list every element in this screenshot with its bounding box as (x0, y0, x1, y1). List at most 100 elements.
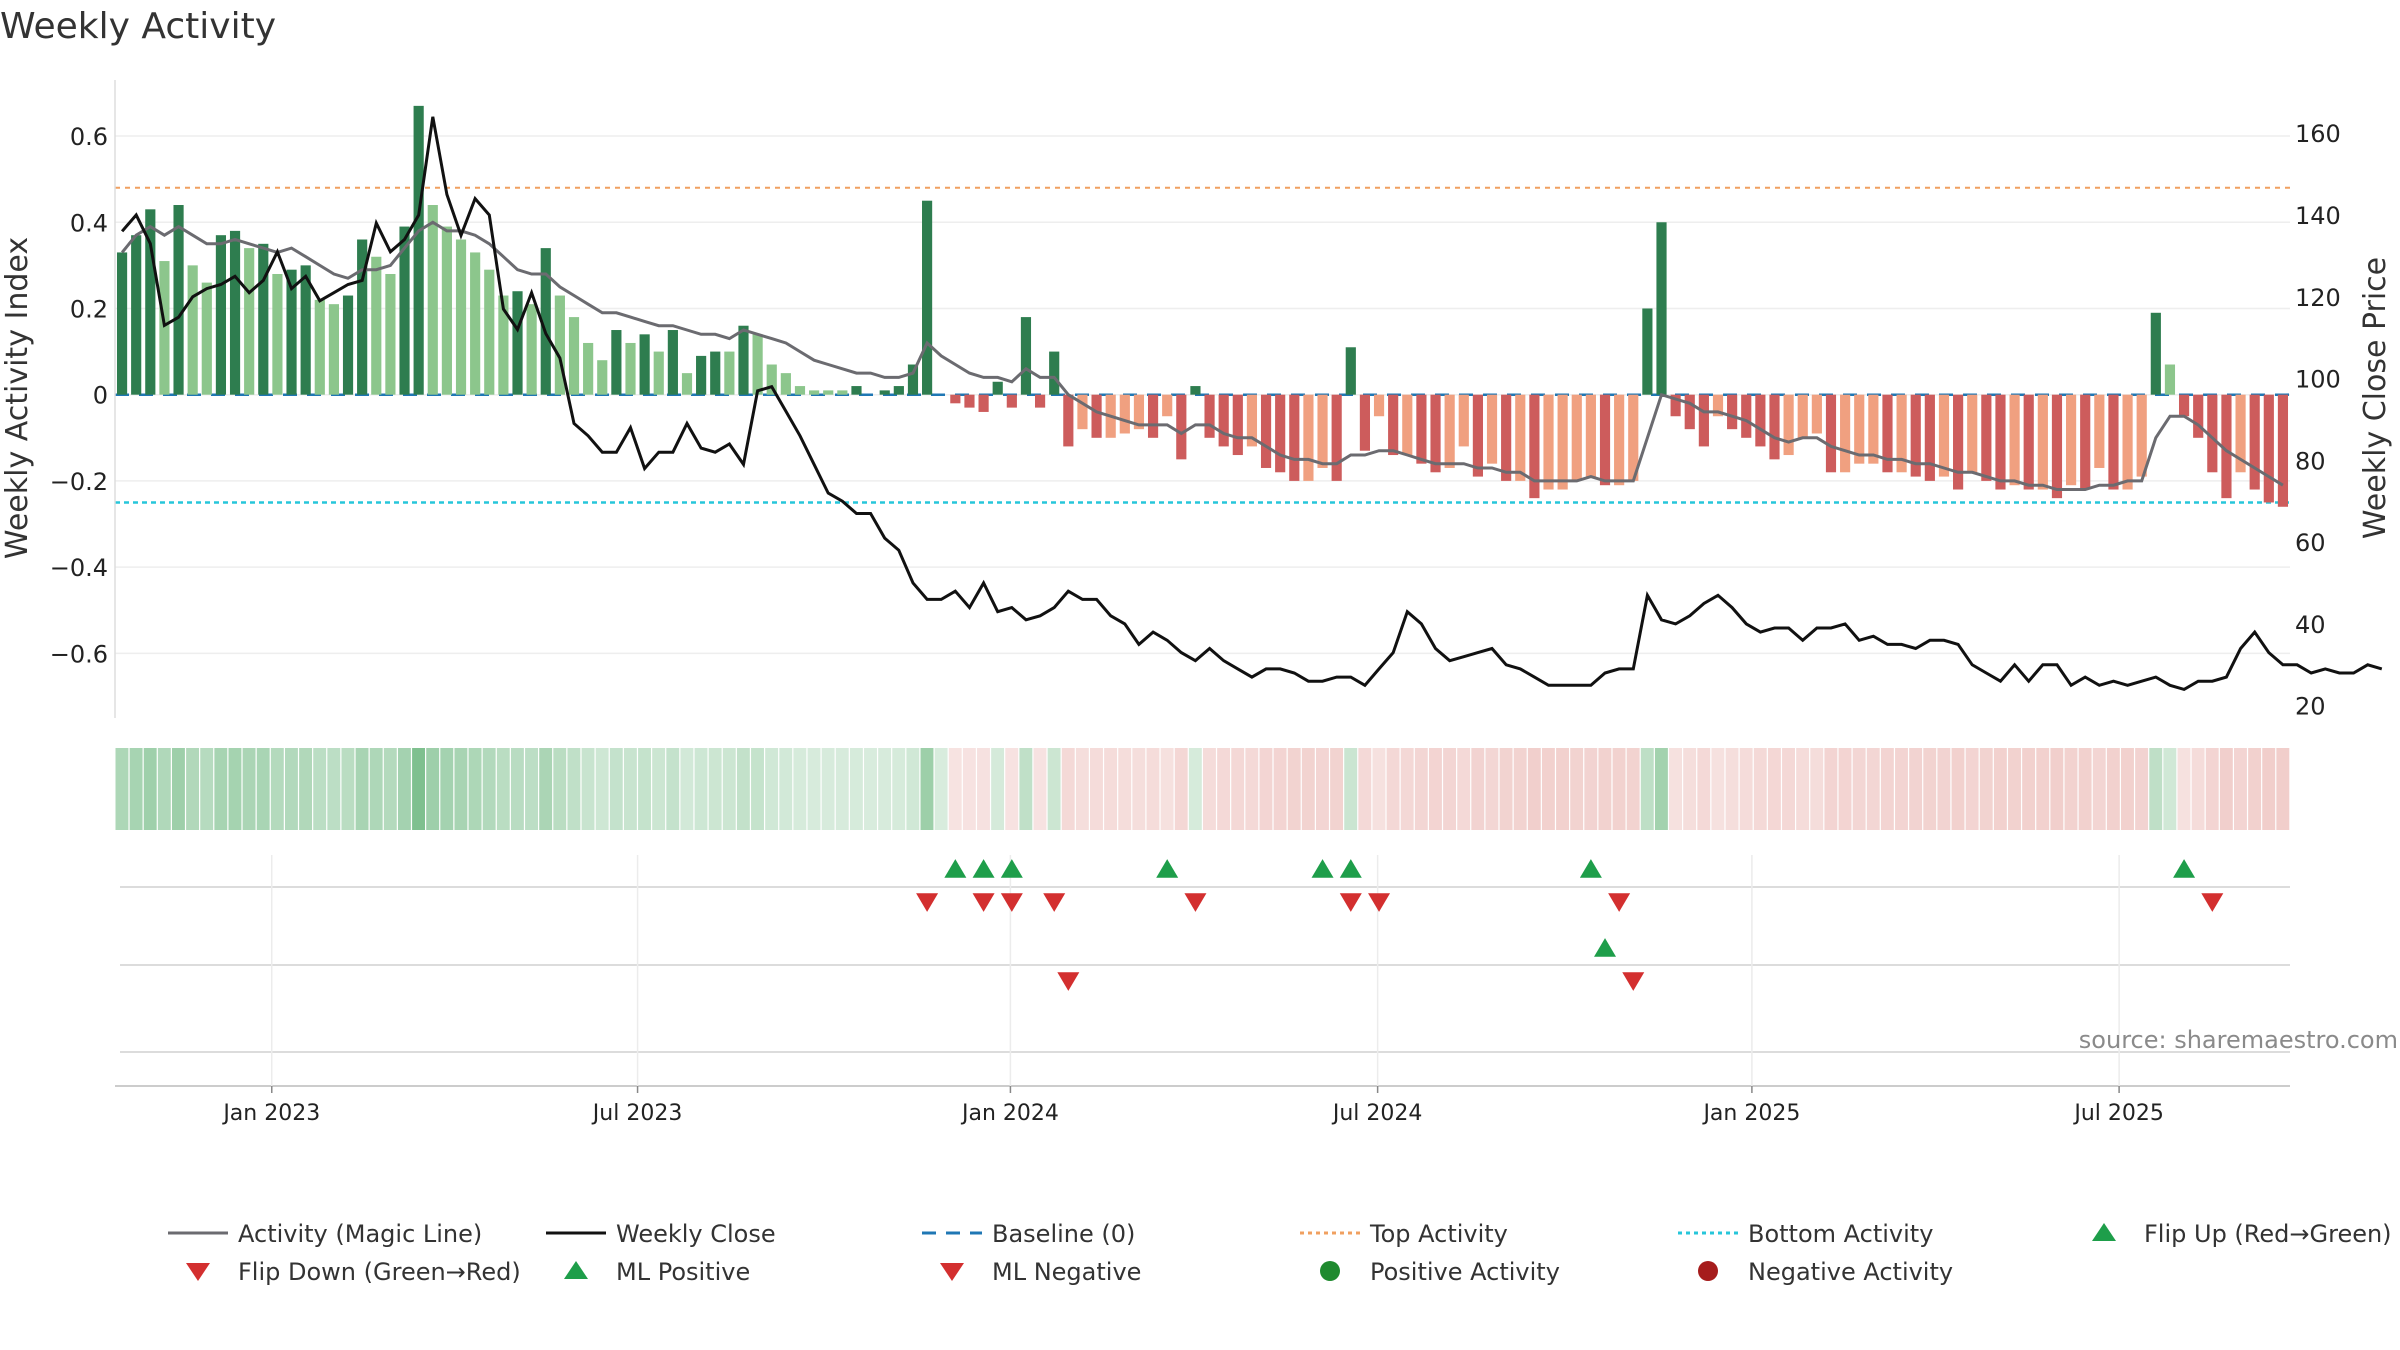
heat-cell (2092, 748, 2106, 830)
heat-cell (1753, 748, 1767, 830)
activity-bar (2023, 394, 2034, 490)
x-axis: Jan 2023 Jul 2023 Jan 2024 Jul 2024 Jan 2025… (221, 1086, 2164, 1126)
activity-bar (1797, 394, 1808, 438)
source-note: source: sharemaestro.com (2079, 1026, 2398, 1054)
activity-bar (1020, 317, 1032, 395)
heat-cell (2205, 748, 2219, 830)
flip-up-marker (1000, 859, 1023, 878)
activity-bar (724, 351, 735, 395)
activity-bar (484, 269, 495, 395)
activity-bar (1402, 394, 1413, 456)
heat-cell (383, 748, 397, 830)
activity-bar (1924, 394, 1935, 481)
activity-bar (244, 248, 255, 395)
flip-down-marker (972, 893, 995, 912)
heat-cell (1273, 748, 1287, 830)
activity-bar (1910, 394, 1921, 477)
activity-bar (427, 205, 438, 395)
activity-bar (554, 295, 565, 395)
activity-bar (1571, 394, 1582, 481)
activity-bar (470, 252, 481, 395)
activity-bar (625, 342, 636, 395)
heat-cell (1880, 748, 1894, 830)
activity-bar (1303, 394, 1314, 481)
activity-bar (964, 394, 975, 408)
heat-cell (1584, 748, 1598, 830)
activity-bar (809, 390, 820, 395)
heat-cell (2262, 748, 2276, 830)
activity-bar (2108, 394, 2119, 490)
heat-cell (1485, 748, 1499, 830)
heat-cell (482, 748, 496, 830)
heat-cell (426, 748, 440, 830)
activity-bar (498, 295, 509, 395)
heat-cell (2022, 748, 2036, 830)
activity-bar (2207, 394, 2218, 473)
heat-cell (793, 748, 807, 830)
heat-cell (920, 748, 934, 830)
activity-bars (116, 105, 2289, 507)
heat-cell (397, 748, 411, 830)
legend-swatch (2092, 1223, 2116, 1241)
legend-swatch (940, 1263, 964, 1281)
activity-bar (1953, 394, 1964, 490)
heat-cell (1895, 748, 1908, 830)
activity-bar (2178, 394, 2190, 417)
activity-bar (1260, 394, 1272, 468)
activity-bar (258, 243, 269, 395)
heat-cell (1951, 748, 1965, 830)
activity-bar (950, 394, 961, 404)
heat-cell (1090, 748, 1103, 830)
heat-cell (1993, 748, 2007, 830)
legend-item: Top Activity (1300, 1220, 1508, 1248)
activity-bar (540, 248, 551, 395)
activity-bar (2150, 312, 2161, 395)
flip-down-marker (916, 893, 939, 912)
heat-cell (977, 748, 990, 830)
activity-bar (1599, 394, 1611, 486)
activity-bar (1458, 394, 1469, 447)
ml-positive-marker (1594, 938, 1617, 957)
activity-bar (1162, 394, 1173, 417)
heat-cell (652, 748, 666, 830)
heat-cell (751, 748, 764, 830)
legend-label: Baseline (0) (992, 1220, 1135, 1248)
heat-cell (991, 748, 1005, 830)
activity-bar (2009, 394, 2020, 486)
reference-lines (115, 186, 2290, 504)
activity-bar (1232, 394, 1243, 456)
y2-axis-label: Weekly Close Price (2358, 257, 2393, 539)
activity-bar (2051, 394, 2063, 499)
heat-cell (369, 748, 383, 830)
heat-cell (1259, 748, 1273, 830)
ml-negative-marker (1057, 972, 1080, 991)
heat-cell (1782, 748, 1795, 830)
heat-cell (2149, 748, 2163, 830)
heat-cell (1075, 748, 1089, 830)
flip-up-marker (944, 859, 967, 878)
x-tick-label: Jan 2023 (221, 1101, 320, 1126)
heat-cell (1188, 748, 1202, 830)
heat-cell (1527, 748, 1541, 830)
heat-cell (1457, 748, 1471, 830)
heat-cell (1372, 748, 1386, 830)
heat-cell (1118, 748, 1132, 830)
activity-bar (2136, 394, 2147, 477)
activity-bar (1444, 394, 1455, 468)
activity-bar (1995, 394, 2006, 490)
heat-cell (496, 748, 510, 830)
activity-bar (1006, 394, 1017, 408)
flip-up-marker (1339, 859, 1362, 878)
y-tick-label: −0.4 (50, 554, 108, 582)
activity-bar (2221, 394, 2232, 499)
heat-cell (171, 748, 185, 830)
activity-bar (455, 239, 467, 395)
y2-tick-label: 40 (2295, 611, 2326, 639)
heat-cell (2036, 748, 2050, 830)
heat-cell (906, 748, 920, 830)
y2-tick-label: 120 (2295, 284, 2341, 312)
activity-bar (1388, 394, 1399, 456)
activity-bar (371, 256, 382, 395)
heat-cell (2121, 748, 2134, 830)
heat-cell (1697, 748, 1711, 830)
